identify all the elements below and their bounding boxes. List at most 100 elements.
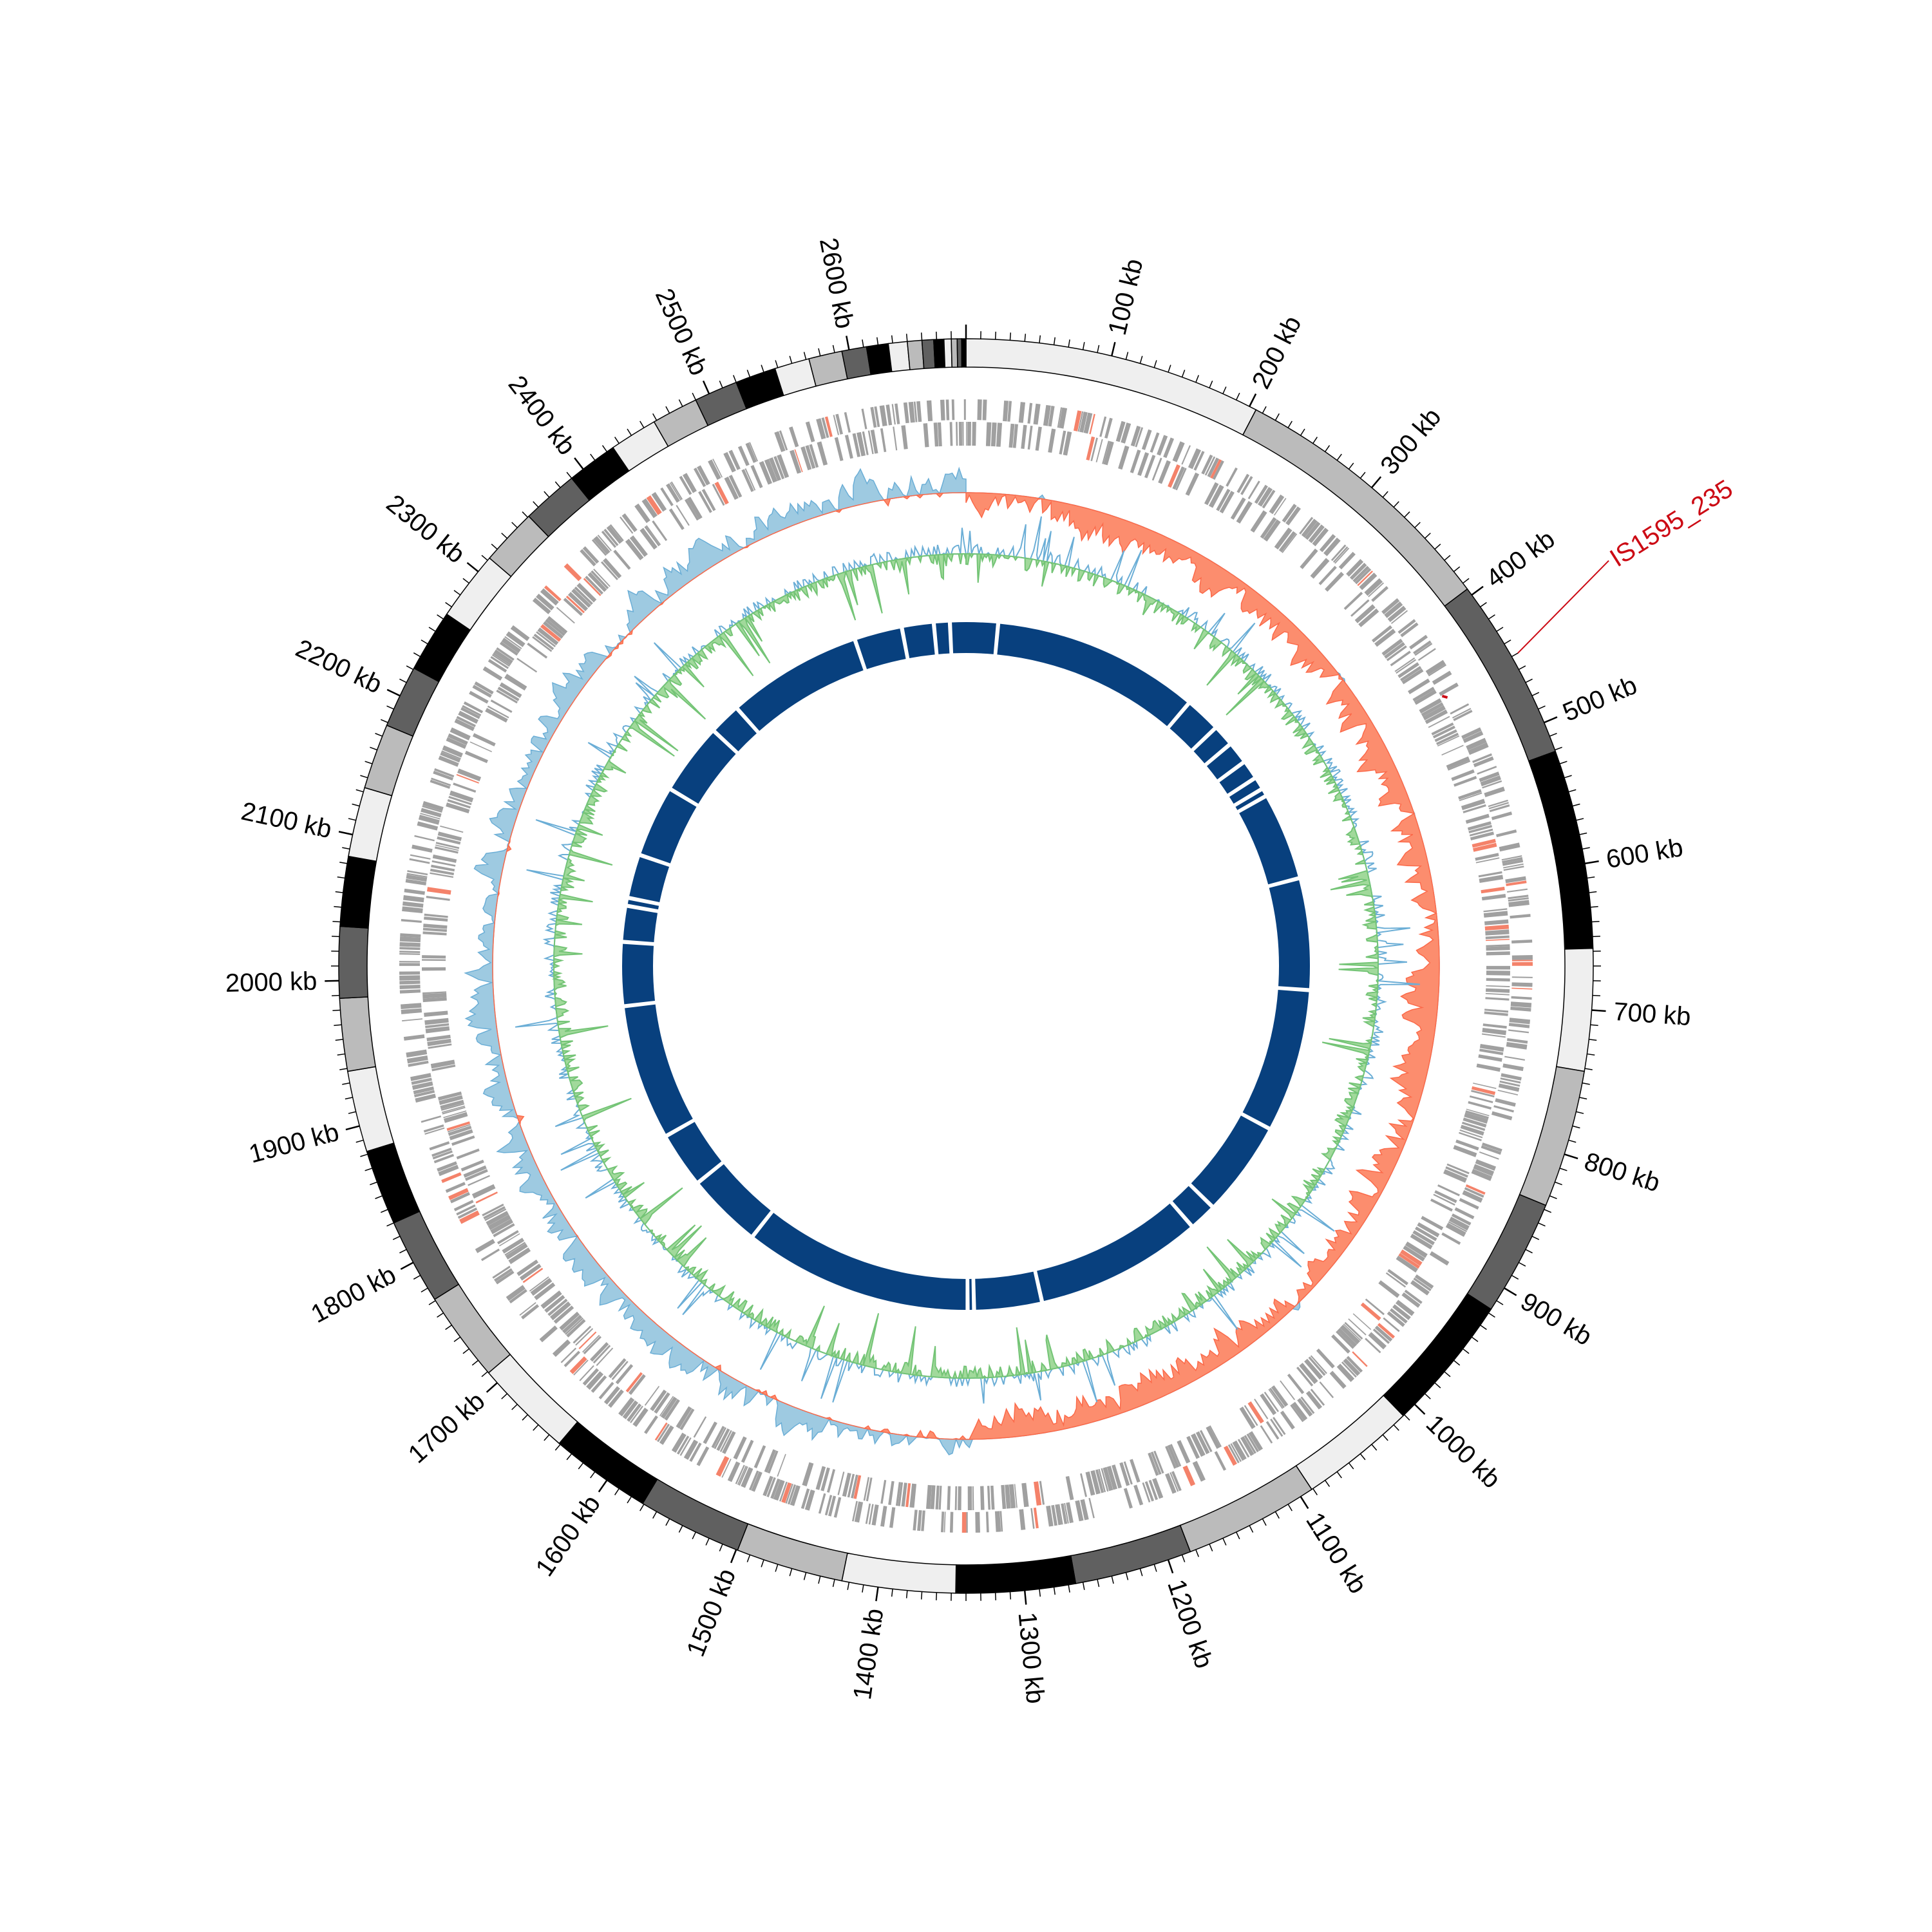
gene-feature [1409, 634, 1428, 650]
tick-label: 2500 kb [650, 285, 713, 380]
gene-feature [1419, 698, 1442, 714]
gene-feature [891, 404, 896, 425]
minor-tick [511, 1404, 518, 1410]
gene-feature [951, 399, 955, 421]
tick-label: 1700 kb [403, 1387, 491, 1468]
gene-feature [1461, 727, 1482, 739]
gene-feature [1021, 1482, 1029, 1508]
minor-tick [1371, 1444, 1378, 1451]
minor-tick [832, 345, 835, 353]
gene-feature [437, 836, 461, 845]
gene-feature [676, 1435, 690, 1455]
gene-feature [657, 1423, 670, 1443]
gene-feature [1167, 1444, 1180, 1468]
gene-feature [431, 1148, 452, 1157]
major-tick [1504, 1287, 1517, 1296]
minor-tick [818, 1576, 821, 1584]
minor-tick [1579, 1097, 1587, 1100]
gene-feature [1510, 1001, 1532, 1008]
gene-feature [1144, 1481, 1155, 1502]
minor-tick [1568, 1139, 1577, 1143]
gene-feature [564, 563, 582, 582]
gene-feature [646, 495, 662, 515]
contig-band [808, 350, 848, 387]
gene-feature [492, 1265, 511, 1279]
gene-feature [1003, 400, 1009, 422]
minor-tick [471, 1359, 479, 1366]
gene-feature [741, 1439, 754, 1463]
contig-block [1037, 1203, 1190, 1302]
gene-feature [1244, 1435, 1256, 1454]
contig-band [1444, 588, 1557, 762]
gene-feature [1297, 1397, 1313, 1417]
gene-feature [1364, 578, 1383, 596]
minor-tick [1414, 522, 1421, 528]
gene-feature [735, 1464, 745, 1484]
gene-feature [463, 701, 484, 714]
gene-feature [1144, 455, 1156, 478]
gene-feature [1021, 424, 1027, 450]
gene-feature [439, 1095, 463, 1105]
gene-feature [1216, 488, 1231, 511]
gene-feature [1486, 951, 1510, 956]
gene-feature [916, 401, 922, 422]
gene-feature [1085, 1471, 1095, 1496]
minor-tick [413, 1274, 421, 1280]
gene-feature [1089, 413, 1095, 435]
gene-feature [1337, 1327, 1358, 1348]
gene-feature [417, 821, 439, 831]
gene-feature [480, 1248, 500, 1262]
gene-feature [1412, 1230, 1435, 1245]
gene-feature [1432, 670, 1452, 685]
gene-feature [671, 1432, 687, 1453]
minor-tick [1348, 1463, 1354, 1470]
gene-feature [1027, 402, 1033, 424]
gene-feature [1157, 435, 1168, 456]
gene-feature [888, 1481, 895, 1505]
minor-tick [1325, 1480, 1331, 1487]
gene-feature [938, 1485, 942, 1510]
gene-feature [1460, 1124, 1484, 1136]
gene-feature [1506, 1038, 1528, 1044]
gene-feature [790, 450, 802, 474]
gene-feature [753, 1445, 766, 1469]
minor-tick [462, 578, 469, 584]
gene-feature [913, 1510, 918, 1531]
gene-feature [1344, 1321, 1363, 1340]
gene-feature [1181, 445, 1191, 465]
major-tick [702, 380, 710, 394]
gene-feature [469, 690, 489, 704]
gene-feature [994, 1511, 1001, 1532]
gene-feature [424, 916, 448, 922]
gene-feature [447, 1124, 471, 1133]
minor-tick [1589, 891, 1597, 893]
gene-feature [516, 658, 538, 673]
minor-tick [678, 1525, 683, 1533]
gene-feature [583, 1336, 601, 1354]
gene-feature [440, 1103, 465, 1111]
gene-feature [644, 526, 660, 547]
gene-feature [1429, 1251, 1450, 1266]
gene-feature [457, 768, 482, 782]
gene-feature [446, 737, 467, 749]
gene-feature [1482, 780, 1502, 789]
minor-tick [1425, 533, 1431, 539]
gene-feature [889, 1507, 896, 1528]
gene-feature [409, 858, 430, 864]
gene-feature [794, 449, 803, 473]
minor-tick [533, 1425, 539, 1431]
minor-tick [1480, 1325, 1487, 1331]
gene-feature [1168, 464, 1180, 488]
gene-feature [1470, 831, 1495, 840]
gene-feature [613, 549, 631, 570]
gene-feature [696, 1446, 710, 1466]
major-tick [1023, 1590, 1027, 1605]
gene-feature [1240, 1436, 1255, 1456]
gene-feature [547, 616, 568, 634]
minor-tick [352, 803, 360, 807]
gene-feature [1123, 1488, 1133, 1509]
gene-feature [802, 1462, 814, 1486]
gene-feature [576, 582, 597, 603]
gene-feature [1340, 1325, 1361, 1345]
minor-tick [1525, 1249, 1533, 1254]
